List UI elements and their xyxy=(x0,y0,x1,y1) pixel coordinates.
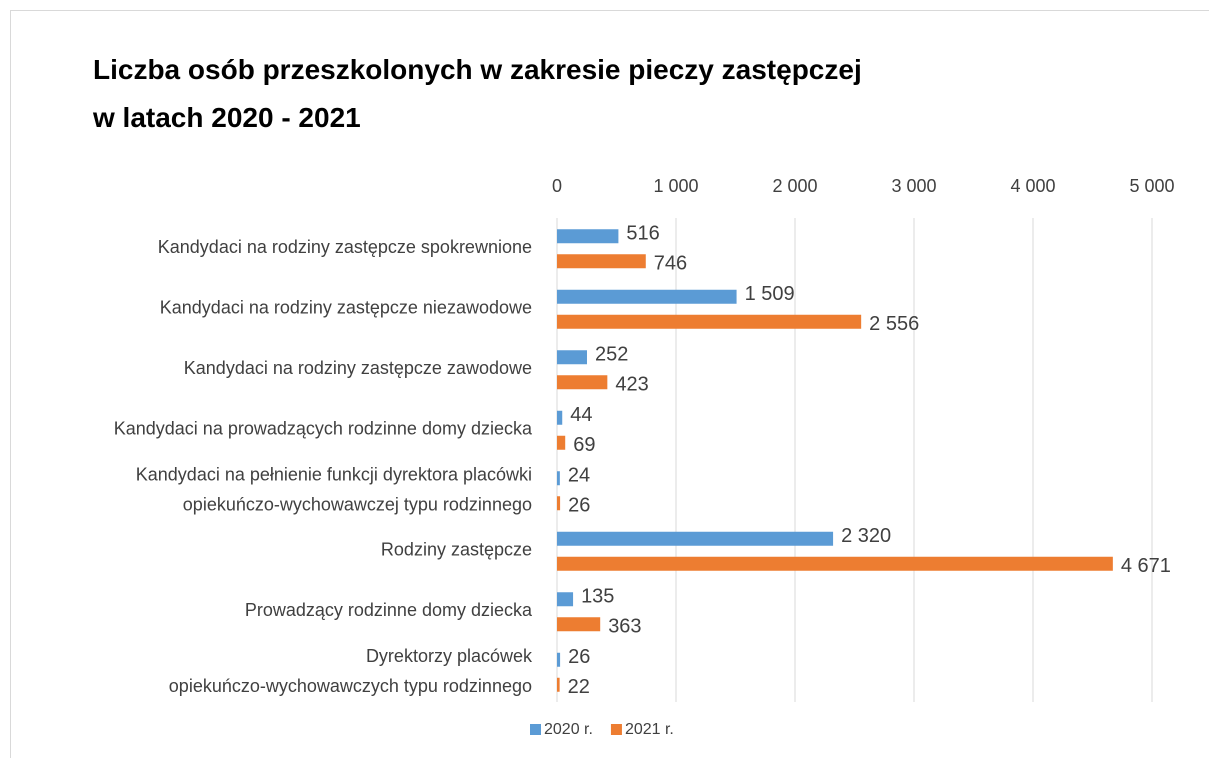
bar xyxy=(557,254,646,269)
value-label: 516 xyxy=(626,223,659,245)
bar xyxy=(557,617,601,632)
bar xyxy=(557,592,574,607)
bar xyxy=(557,496,561,511)
value-label: 135 xyxy=(581,586,614,608)
y-tick-label: Rodziny zastępcze xyxy=(381,540,532,560)
x-tick-label: 5 000 xyxy=(1129,176,1174,196)
legend-swatch xyxy=(530,724,541,735)
value-label: 252 xyxy=(595,344,628,366)
value-label: 2 556 xyxy=(869,313,919,335)
value-label: 1 509 xyxy=(745,283,795,305)
value-label: 746 xyxy=(654,253,687,275)
value-label: 26 xyxy=(568,495,590,517)
value-label: 22 xyxy=(568,676,590,698)
bar xyxy=(557,652,561,667)
bar xyxy=(557,677,560,692)
x-tick-label: 0 xyxy=(552,176,562,196)
y-tick-label: Kandydaci na rodziny zastępcze spokrewni… xyxy=(158,237,532,257)
chart-title: Liczba osób przeszkolonych w zakresie pi… xyxy=(92,54,862,133)
x-tick-label: 1 000 xyxy=(653,176,698,196)
bar xyxy=(557,471,560,486)
value-label: 24 xyxy=(568,465,590,487)
value-label: 4 671 xyxy=(1121,555,1171,577)
y-tick-label: Kandydaci na rodziny zastępcze niezawodo… xyxy=(160,298,532,318)
bar xyxy=(557,435,566,450)
value-label: 44 xyxy=(570,404,592,426)
y-tick-label: Kandydaci na pełnienie funkcji dyrektora… xyxy=(136,464,532,514)
y-tick-label: Kandydaci na prowadzących rodzinne domy … xyxy=(114,419,533,439)
value-label: 2 320 xyxy=(841,525,891,547)
bar xyxy=(557,314,862,329)
x-tick-label: 3 000 xyxy=(891,176,936,196)
chart-frame xyxy=(10,10,1209,758)
value-label: 423 xyxy=(615,374,648,396)
y-tick-label: Prowadzący rodzinne domy dziecka xyxy=(245,600,533,620)
bar xyxy=(557,289,737,304)
value-label: 26 xyxy=(568,646,590,668)
bar xyxy=(557,556,1113,571)
bar xyxy=(557,229,619,244)
bar xyxy=(557,531,834,546)
legend-label: 2021 r. xyxy=(625,721,674,738)
value-label: 363 xyxy=(608,616,641,638)
legend-swatch xyxy=(610,724,622,735)
bar xyxy=(557,350,587,365)
y-tick-label: Kandydaci na rodziny zastępcze zawodowe xyxy=(184,358,532,378)
legend-label: 2020 r. xyxy=(544,721,593,738)
x-tick-label: 2 000 xyxy=(772,176,817,196)
bar xyxy=(557,410,563,425)
y-tick-label: Dyrektorzy placówek opiekuńczo-wychowawcz… xyxy=(169,646,533,696)
bar xyxy=(557,375,608,390)
x-tick-label: 4 000 xyxy=(1010,176,1055,196)
value-label: 69 xyxy=(573,434,595,456)
